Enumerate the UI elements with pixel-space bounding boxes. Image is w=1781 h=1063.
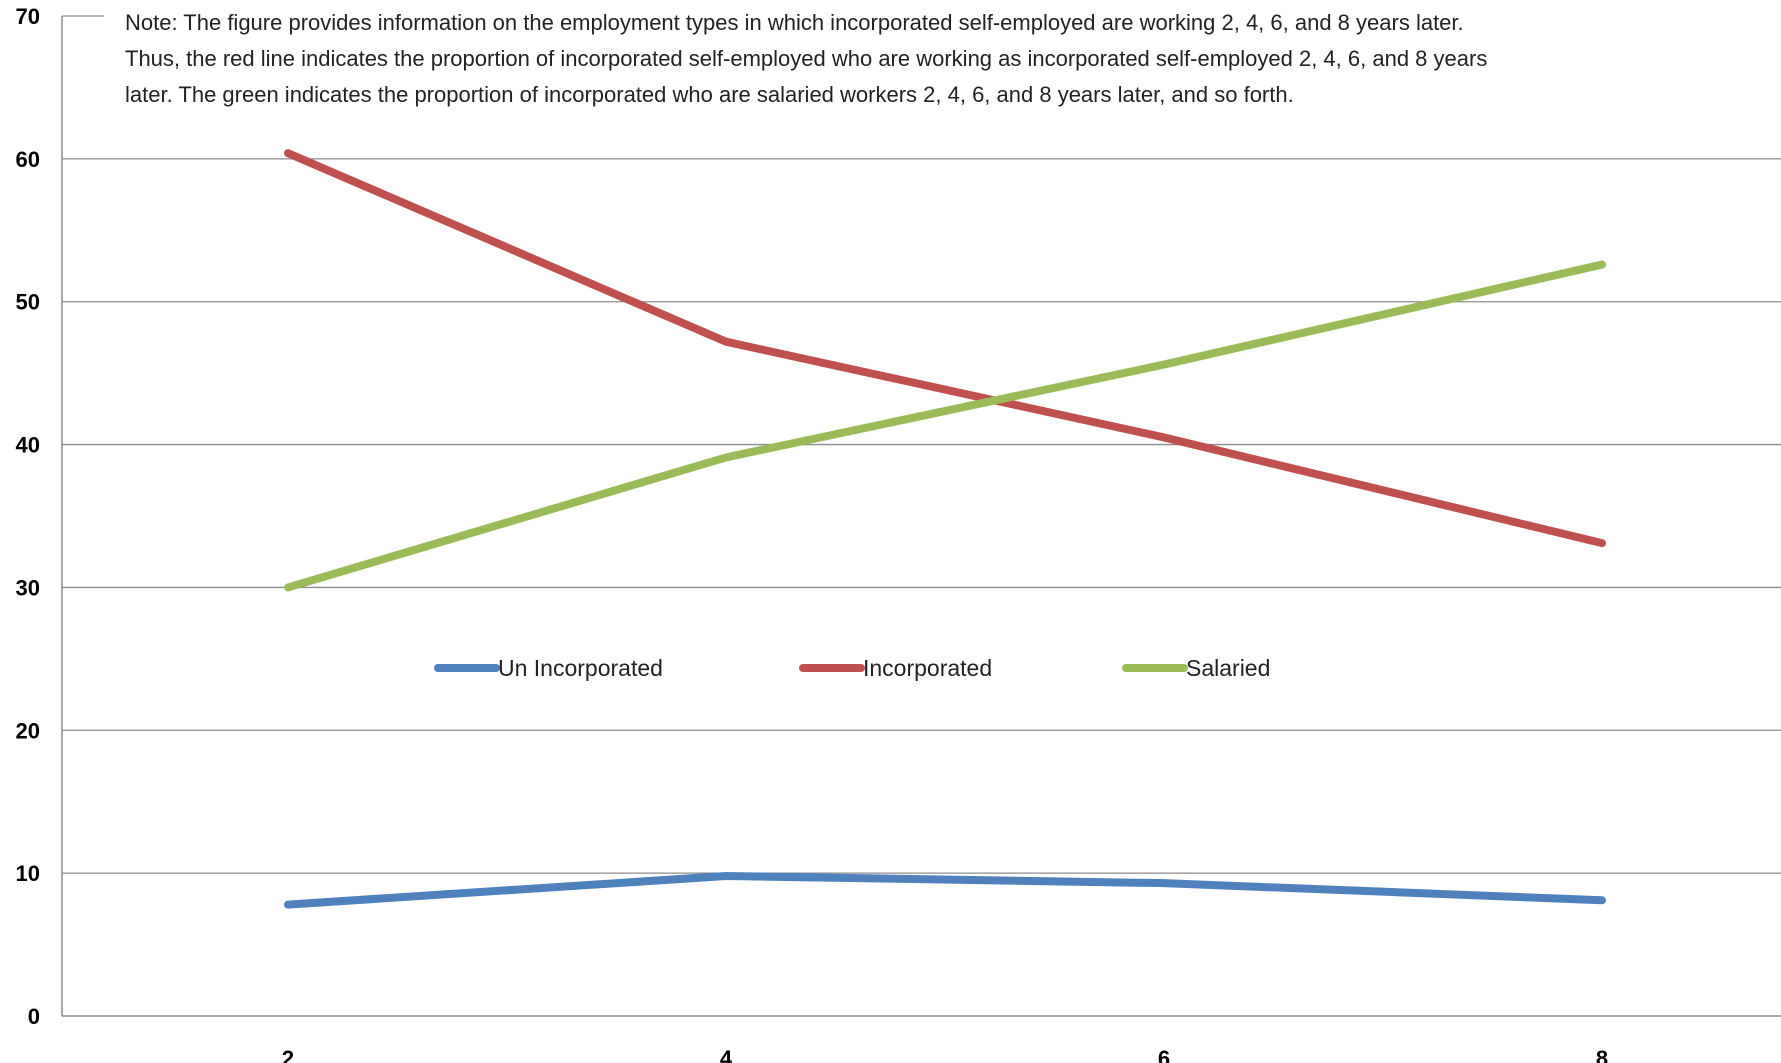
series-salaried — [284, 260, 1606, 592]
series-lines — [284, 149, 1606, 909]
x-tick-label: 8 — [1596, 1046, 1608, 1063]
series-line — [284, 260, 1606, 592]
legend: Un Incorporated Incorporated Salaried — [434, 655, 1270, 681]
gridlines — [62, 158, 1781, 874]
y-tick-label: 10 — [16, 861, 40, 886]
series-un-incorporated — [284, 872, 1606, 909]
legend-label: Incorporated — [863, 655, 992, 681]
y-tick-label: 0 — [28, 1004, 40, 1029]
note-line: later. The green indicates the proportio… — [125, 82, 1294, 107]
series-line — [284, 872, 1606, 909]
y-tick-label: 60 — [16, 147, 40, 172]
y-tick-label: 40 — [16, 433, 40, 458]
series-line — [284, 149, 1606, 548]
x-tick-label: 4 — [720, 1046, 733, 1063]
y-tick-label: 20 — [16, 718, 40, 743]
note-line: Note: The figure provides information on… — [125, 10, 1464, 35]
legend-item: Un Incorporated — [434, 655, 663, 681]
y-tick-label: 50 — [16, 290, 40, 315]
axes: 0 10 20 30 40 50 60 70 2 4 6 8 — [16, 4, 1781, 1063]
series-incorporated — [284, 149, 1606, 548]
note-line: Thus, the red line indicates the proport… — [125, 46, 1487, 71]
y-tick-label: 70 — [16, 4, 40, 29]
x-tick-label: 2 — [282, 1046, 294, 1063]
y-tick-label: 30 — [16, 575, 40, 600]
legend-item: Incorporated — [799, 655, 992, 681]
legend-item: Salaried — [1122, 655, 1270, 681]
legend-label: Un Incorporated — [498, 655, 663, 681]
legend-label: Salaried — [1186, 655, 1270, 681]
note-annotation: Note: The figure provides information on… — [125, 10, 1487, 107]
x-tick-label: 6 — [1158, 1046, 1170, 1063]
